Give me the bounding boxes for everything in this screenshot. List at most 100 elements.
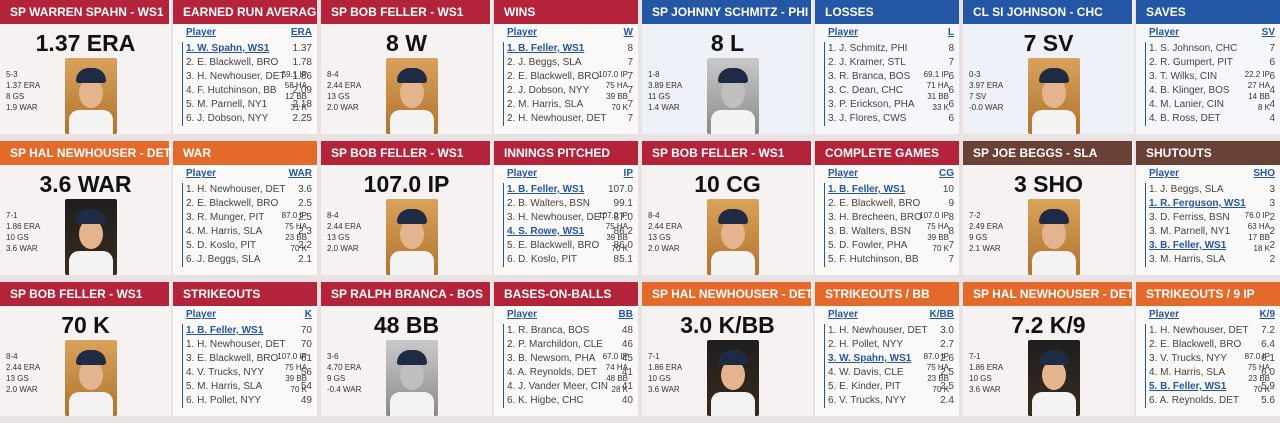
leader-name[interactable]: 2. J. Kramer, STL [828,57,906,68]
leader-name[interactable]: 6. D. Koslo, PIT [507,254,578,265]
leader-name[interactable]: 5. M. Harris, SLA [186,381,263,392]
column-header-stat[interactable]: K/9 [1259,309,1275,320]
category-header[interactable]: WINS [494,0,638,24]
table-row[interactable]: 6. J. Dobson, NYY 2.25 [184,112,317,126]
leader-card[interactable]: SP BOB FELLER - WS1 WINS 8 W 8-4 2.44 ERA 13 … [321,0,638,134]
table-row[interactable]: 2. P. Marchildon, CLE 46 [505,338,638,352]
category-header[interactable]: WAR [173,141,317,165]
category-header[interactable]: STRIKEOUTS [173,282,317,306]
player-photo[interactable] [1028,340,1080,416]
table-row[interactable]: 2. E. Blackwell, BRO 1.78 [184,56,317,70]
leader-name[interactable]: 3. D. Ferriss, BSN [1149,212,1230,223]
leader-name[interactable]: 2. E. Blackwell, BRO [1149,339,1242,350]
category-header[interactable]: LOSSES [815,0,959,24]
table-row[interactable]: 5. D. Koslo, PIT 2.2 [184,239,317,253]
leader-name[interactable]: 1. B. Feller, WS1 [507,184,585,195]
leader-name[interactable]: 2. H. Newhouser, DET [507,113,607,124]
category-header[interactable]: BASES-ON-BALLS [494,282,638,306]
table-row[interactable]: 5. E. Blackwell, BRO 86.0 [505,239,638,253]
player-photo[interactable] [65,58,117,134]
player-header[interactable]: SP BOB FELLER - WS1 [642,141,811,165]
leader-name[interactable]: 1. R. Branca, BOS [507,325,590,336]
leader-name[interactable]: 3. H. Brecheen, BRO [828,212,922,223]
table-row[interactable]: 3. T. Wilks, CIN 6 [1147,70,1280,84]
table-row[interactable]: 3. P. Erickson, PHA 6 [826,98,959,112]
player-photo[interactable] [386,199,438,275]
leader-name[interactable]: 5. F. Hutchinson, BB [828,254,919,265]
table-row[interactable]: 3. B. Newsom, PHA 45 [505,352,638,366]
player-photo[interactable] [65,199,117,275]
column-header-stat[interactable]: CG [939,168,954,179]
leader-name[interactable]: 2. B. Walters, BSN [507,198,590,209]
leader-name[interactable]: 2. E. Blackwell, BRO [507,71,600,82]
table-row[interactable]: 2. R. Gumpert, PIT 6 [1147,56,1280,70]
leader-name[interactable]: 5. E. Blackwell, BRO [507,240,600,251]
table-row[interactable]: 4. B. Klinger, BOS 4 [1147,84,1280,98]
column-header-stat[interactable]: SV [1261,27,1275,38]
column-header-stat[interactable]: SHO [1253,168,1275,179]
column-header-stat[interactable]: L [947,27,954,38]
leader-name[interactable]: 4. B. Klinger, BOS [1149,85,1230,96]
category-header[interactable]: EARNED RUN AVERAGE [173,0,317,24]
table-row[interactable]: 1. J. Schmitz, PHI 8 [826,42,959,56]
table-row[interactable]: 3. W. Spahn, WS1 2.6 [826,352,959,366]
table-row[interactable]: 3. R. Munger, PIT 2.5 [184,211,317,225]
leader-card[interactable]: SP JOE BEGGS - SLA SHUTOUTS 3 SHO 7-2 2.49 E… [963,141,1280,275]
category-header[interactable]: SHUTOUTS [1136,141,1280,165]
leader-name[interactable]: 3. E. Blackwell, BRO [186,353,279,364]
column-header-player[interactable]: Player [828,309,859,320]
leader-name[interactable]: 3. B. Feller, WS1 [1149,240,1227,251]
table-row[interactable]: 2. E. Blackwell, BRO 2.5 [184,197,317,211]
column-header-stat[interactable]: WAR [288,168,312,179]
leader-name[interactable]: 1. J. Beggs, SLA [1149,184,1224,195]
column-header-player[interactable]: Player [828,27,859,38]
player-photo[interactable] [1028,58,1080,134]
player-header[interactable]: SP HAL NEWHOUSER - DET [0,141,169,165]
table-row[interactable]: 3. M. Parnell, NY1 2 [1147,225,1280,239]
leader-name[interactable]: 1. B. Feller, WS1 [507,43,585,54]
player-photo[interactable] [386,58,438,134]
leader-name[interactable]: 4. M. Harris, SLA [1149,367,1226,378]
column-header-player[interactable]: Player [186,168,217,179]
leader-name[interactable]: 2. P. Marchildon, CLE [507,339,603,350]
leader-name[interactable]: 2. M. Harris, SLA [507,99,584,110]
leader-name[interactable]: 6. J. Beggs, SLA [186,254,261,265]
player-header[interactable]: SP HAL NEWHOUSER - DET [963,282,1132,306]
leader-name[interactable]: 6. J. Dobson, NYY [186,113,269,124]
leader-name[interactable]: 2. E. Blackwell, BRO [186,57,279,68]
player-header[interactable]: SP BOB FELLER - WS1 [0,282,169,306]
table-row[interactable]: 1. W. Spahn, WS1 1.37 [184,42,317,56]
leader-name[interactable]: 3. H. Newhouser, DET [507,212,607,223]
leader-name[interactable]: 6. A. Reynolds, DET [1149,395,1240,406]
table-row[interactable]: 1. B. Feller, WS1 8 [505,42,638,56]
player-header[interactable]: CL SI JOHNSON - CHC [963,0,1132,24]
player-photo[interactable] [707,199,759,275]
player-header[interactable]: SP BOB FELLER - WS1 [321,0,490,24]
leader-card[interactable]: SP HAL NEWHOUSER - DET WAR 3.6 WAR 7-1 1.86 … [0,141,317,275]
table-row[interactable]: 2. E. Blackwell, BRO 7 [505,70,638,84]
table-row[interactable]: 3. D. Ferriss, BSN 2 [1147,211,1280,225]
table-row[interactable]: 2. M. Harris, SLA 7 [505,98,638,112]
column-header-stat[interactable]: W [623,27,633,38]
column-header-player[interactable]: Player [828,168,859,179]
leader-card[interactable]: SP JOHNNY SCHMITZ - PHI LOSSES 8 L 1-8 3.89 … [642,0,959,134]
leader-name[interactable]: 5. D. Fowler, PHA [828,240,908,251]
player-header[interactable]: SP HAL NEWHOUSER - DET [642,282,811,306]
leader-name[interactable]: 5. E. Kinder, PIT [828,381,901,392]
leader-name[interactable]: 3. P. Erickson, PHA [828,99,915,110]
leader-card[interactable]: SP BOB FELLER - WS1 COMPLETE GAMES 10 CG 8-… [642,141,959,275]
column-header-stat[interactable]: ERA [290,27,312,38]
leader-name[interactable]: 5. B. Feller, WS1 [1149,381,1227,392]
leader-card[interactable]: SP HAL NEWHOUSER - DET STRIKEOUTS / 9 IP 7… [963,282,1280,416]
player-photo[interactable] [386,340,438,416]
leader-name[interactable]: 3. B. Walters, BSN [828,226,911,237]
leader-name[interactable]: 1. W. Spahn, WS1 [186,43,270,54]
table-row[interactable]: 1. H. Newhouser, DET 70 [184,338,317,352]
leader-name[interactable]: 3. W. Spahn, WS1 [828,353,912,364]
table-row[interactable]: 1. H. Newhouser, DET 7.2 [1147,324,1280,338]
table-row[interactable]: 4. M. Harris, SLA 6.0 [1147,366,1280,380]
table-row[interactable]: 1. S. Johnson, CHC 7 [1147,42,1280,56]
table-row[interactable]: 1. B. Feller, WS1 107.0 [505,183,638,197]
category-header[interactable]: INNINGS PITCHED [494,141,638,165]
table-row[interactable]: 4. J. Vander Meer, CIN 41 [505,380,638,394]
